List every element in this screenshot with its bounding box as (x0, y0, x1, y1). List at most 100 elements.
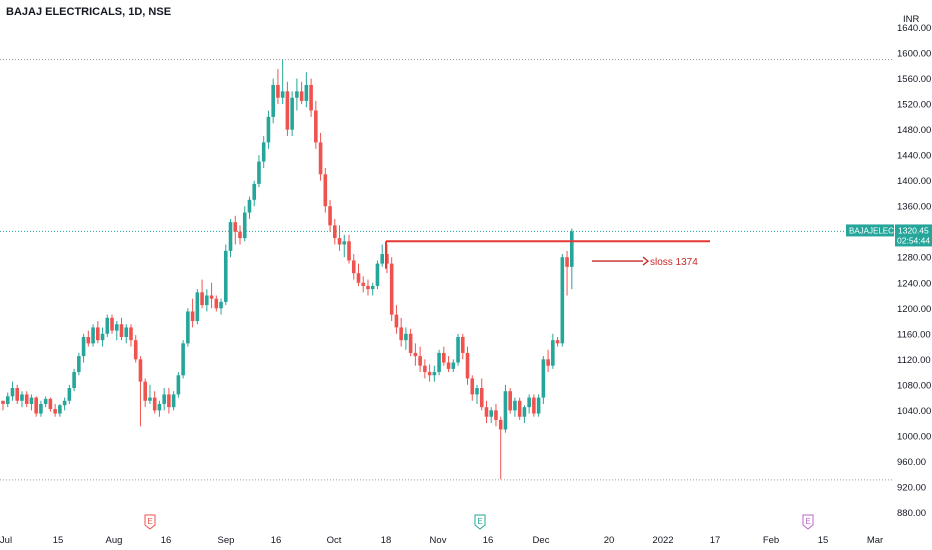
y-tick-label: 1480.00 (897, 125, 931, 136)
candle-body (280, 91, 285, 98)
candle-body (494, 410, 498, 420)
candle-body (157, 403, 162, 411)
candle-body (333, 225, 337, 239)
candle-body (484, 407, 489, 417)
candle-body (408, 333, 413, 353)
candle-body (266, 116, 271, 143)
last-price-label: 1320.45 (898, 225, 929, 235)
candle-body (81, 336, 86, 357)
candles (1, 59, 574, 480)
candle-body (328, 206, 332, 226)
candle-body (1, 400, 5, 404)
candle-body (479, 388, 484, 408)
candle-body (437, 352, 441, 373)
candle-body (399, 327, 403, 341)
candle-body (152, 397, 157, 411)
x-tick-label: Aug (106, 535, 123, 546)
candle-body (475, 388, 479, 395)
candle-body (489, 410, 494, 417)
x-tick-label: 16 (161, 535, 172, 546)
candle-body (162, 394, 166, 404)
candle-body (318, 142, 323, 175)
candle-body (527, 397, 531, 408)
x-tick-label: 20 (604, 535, 615, 546)
candle-body (522, 407, 527, 417)
candle-body (110, 317, 114, 331)
candle-body (570, 231, 574, 267)
candle-body (456, 336, 460, 363)
x-tick-label: 16 (271, 535, 282, 546)
candle-body (508, 391, 512, 411)
candle-body (546, 359, 550, 366)
candle-body (10, 388, 15, 397)
y-tick-label: 1600.00 (897, 49, 931, 60)
x-tick-label: 15 (818, 535, 829, 546)
candle-body (394, 314, 399, 328)
earnings-letter: E (147, 517, 152, 526)
x-tick-label: 15 (53, 535, 64, 546)
candle-body (498, 419, 503, 430)
candle-body (77, 356, 81, 373)
candle-body (129, 327, 133, 341)
y-tick-label: 1280.00 (897, 253, 931, 264)
x-tick-label: 18 (381, 535, 392, 546)
x-tick-label: 2022 (652, 535, 673, 546)
candle-body (423, 365, 427, 373)
candle-body (48, 398, 53, 410)
candle-body (309, 84, 313, 111)
candle-body (427, 372, 432, 376)
candle-body (171, 394, 176, 408)
y-tick-label: 1360.00 (897, 202, 931, 213)
candle-body (223, 250, 228, 302)
candle-body (304, 84, 309, 101)
candle-body (432, 372, 437, 376)
candle-body (351, 260, 356, 274)
candle-body (375, 263, 380, 286)
candle-body (532, 397, 536, 414)
candle-body (133, 340, 138, 360)
x-tick-label: Jul (0, 535, 12, 546)
candle-body (252, 183, 257, 200)
y-tick-label: 920.00 (897, 482, 926, 493)
candle-body (314, 110, 318, 143)
candle-body (143, 381, 147, 401)
candle-body (58, 405, 62, 414)
candle-body (460, 336, 465, 353)
candle-body (138, 359, 143, 382)
sloss-annotation: sloss 1374 (650, 257, 698, 268)
y-tick-label: 1040.00 (897, 406, 931, 417)
candle-body (465, 352, 470, 379)
candle-body (271, 84, 275, 117)
x-tick-label: Sep (218, 535, 235, 546)
y-tick-label: 960.00 (897, 457, 926, 468)
candle-body (247, 199, 252, 213)
earnings-marker: E (802, 514, 814, 530)
candle-body (451, 362, 456, 369)
x-tick-label: Mar (867, 535, 883, 546)
y-tick-label: 1440.00 (897, 151, 931, 162)
y-tick-label: 1640.00 (897, 23, 931, 34)
sloss-arrow-head (642, 256, 650, 266)
candle-body (195, 292, 200, 322)
candle-body (551, 340, 555, 366)
candle-body (43, 398, 48, 404)
candle-body (86, 336, 91, 344)
earnings-badge (144, 514, 156, 530)
x-tick-label: Feb (763, 535, 779, 546)
chart-title: BAJAJ ELECTRICALS, 1D, NSE (6, 6, 172, 18)
candle-body (242, 212, 247, 239)
candle-body (190, 311, 195, 322)
candle-body (418, 356, 422, 366)
candle-body (238, 231, 242, 239)
candle-body (15, 388, 20, 401)
x-tick-label: 16 (483, 535, 494, 546)
candle-body (560, 257, 565, 344)
candle-body (361, 282, 366, 286)
candle-body (205, 295, 209, 306)
candle-body (96, 327, 100, 341)
candle-body (513, 400, 517, 411)
candle-body (323, 174, 328, 207)
earnings-letter: E (477, 517, 482, 526)
